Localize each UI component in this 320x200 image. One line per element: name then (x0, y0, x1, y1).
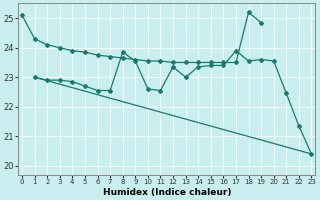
X-axis label: Humidex (Indice chaleur): Humidex (Indice chaleur) (102, 188, 231, 197)
